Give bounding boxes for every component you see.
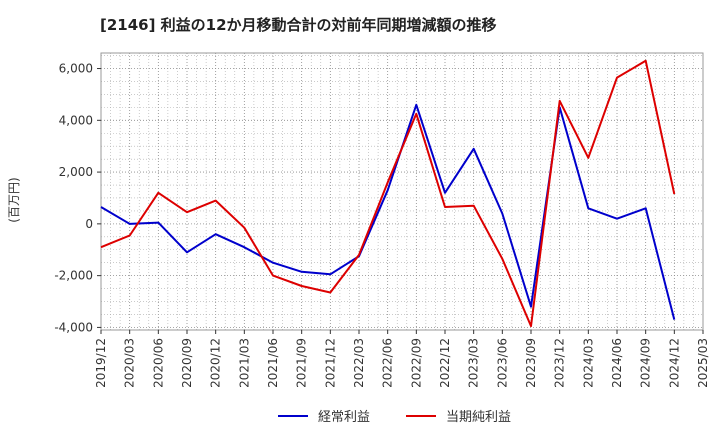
chart-title: [2146] 利益の12か月移動合計の対前年同期増減額の推移 — [100, 16, 497, 34]
x-tick-label: 2022/03 — [352, 338, 366, 388]
x-tick-label: 2021/12 — [323, 338, 337, 388]
x-tick-label: 2024/09 — [639, 338, 653, 388]
x-tick-label: 2023/03 — [467, 338, 481, 388]
y-axis: -4,000 -2,000 0 2,000 4,000 6,000 — [54, 62, 101, 334]
y-tick-label: -2,000 — [54, 269, 93, 283]
x-tick-label: 2020/03 — [123, 338, 137, 388]
x-axis: 2019/12 2020/03 2020/06 2020/09 2020/12 2021/… — [94, 330, 710, 388]
y-tick-label: 6,000 — [59, 62, 93, 76]
plot-frame — [100, 52, 704, 331]
x-tick-label: 2021/06 — [266, 338, 280, 388]
y-tick-label: -4,000 — [54, 320, 93, 334]
x-tick-label: 2020/12 — [209, 338, 223, 388]
x-tick-label: 2019/12 — [94, 338, 108, 388]
legend: 経常利益 当期純利益 — [278, 410, 511, 425]
x-tick-label: 2020/06 — [151, 338, 165, 388]
x-tick-label: 2020/09 — [180, 338, 194, 388]
series-line-1 — [100, 103, 676, 320]
x-tick-label: 2023/12 — [553, 338, 567, 388]
x-tick-label: 2022/09 — [409, 338, 423, 388]
x-tick-label: 2023/09 — [524, 338, 538, 388]
x-tick-label: 2022/12 — [438, 338, 452, 388]
x-tick-label: 2025/03 — [696, 338, 710, 388]
x-tick-label: 2024/03 — [581, 338, 595, 388]
x-tick-label: 2024/06 — [610, 338, 624, 388]
grid — [100, 53, 704, 330]
y-axis-label: (百万円) — [7, 177, 21, 222]
series — [100, 59, 676, 328]
y-tick-label: 4,000 — [59, 113, 93, 127]
x-tick-label: 2021/09 — [295, 338, 309, 388]
x-tick-label: 2023/06 — [495, 338, 509, 388]
x-tick-label: 2021/03 — [237, 338, 251, 388]
x-tick-label: 2024/12 — [667, 338, 681, 388]
legend-label-2: 当期純利益 — [446, 410, 511, 425]
x-tick-label: 2022/06 — [381, 338, 395, 388]
legend-label-1: 経常利益 — [318, 410, 370, 425]
y-tick-label: 0 — [85, 217, 93, 231]
y-tick-label: 2,000 — [59, 165, 93, 179]
series-line-2 — [100, 59, 676, 328]
